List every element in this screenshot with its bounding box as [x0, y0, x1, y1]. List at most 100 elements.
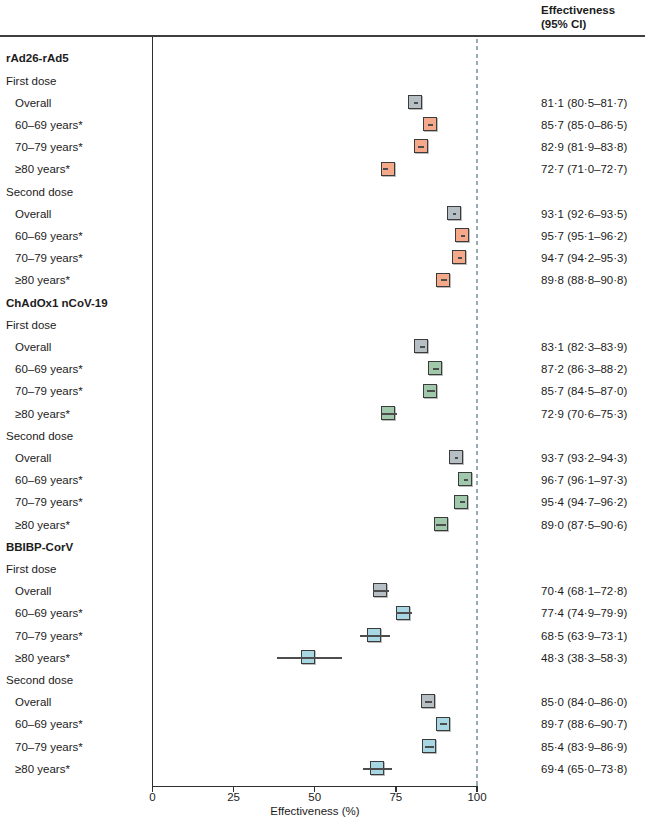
ci-line — [425, 746, 435, 748]
effectiveness-value: 85·0 (84·0–86·0) — [541, 691, 627, 713]
row-label: 70–79 years* — [15, 380, 83, 402]
row-label: rAd26-rAd5 — [6, 47, 69, 69]
group-row: ChAdOx1 nCoV-19 — [0, 292, 645, 314]
row-label: Second dose — [6, 669, 73, 691]
data-row: Overall 83·1 (82·3–83·9) — [0, 336, 645, 358]
ci-line — [440, 723, 447, 725]
effectiveness-value: 85·7 (85·0–86·5) — [541, 114, 627, 136]
ci-line — [455, 457, 459, 459]
data-row: 70–79 years* 85·7 (84·5–87·0) — [0, 380, 645, 402]
row-label: 70–79 years* — [15, 625, 83, 647]
column-header-effectiveness: Effectiveness — [541, 3, 615, 17]
effectiveness-value: 89·7 (88·6–90·7) — [541, 713, 627, 735]
effectiveness-value: 77·4 (74·9–79·9) — [541, 602, 627, 624]
data-row: 60–69 years* 96·7 (96·1–97·3) — [0, 469, 645, 491]
dose-row: Second dose — [0, 181, 645, 203]
row-label: ChAdOx1 nCoV-19 — [6, 292, 108, 314]
dose-row: First dose — [0, 314, 645, 336]
row-label: ≥80 years* — [15, 269, 70, 291]
row-label: Overall — [15, 203, 51, 225]
x-tick-label: 100 — [455, 791, 499, 803]
row-label: 70–79 years* — [15, 491, 83, 513]
effectiveness-value: 72·7 (71·0–72·7) — [541, 158, 627, 180]
dose-row: First dose — [0, 70, 645, 92]
ci-line — [460, 501, 465, 503]
row-label: First dose — [6, 70, 57, 92]
effectiveness-value: 85·7 (84·5–87·0) — [541, 380, 627, 402]
effectiveness-value: 48·3 (38·3–58·3) — [541, 647, 627, 669]
x-tick-label: 75 — [374, 791, 418, 803]
ci-line — [427, 390, 435, 392]
dose-row: First dose — [0, 558, 645, 580]
row-label: 60–69 years* — [15, 469, 83, 491]
ci-line — [425, 701, 431, 703]
ci-line — [373, 590, 388, 592]
data-row: 60–69 years* 95·7 (95·1–96·2) — [0, 225, 645, 247]
row-label: 70–79 years* — [15, 247, 83, 269]
data-row: 70–79 years*85·4 (83·9–86·9) — [0, 736, 645, 758]
data-row: 60–69 years* 89·7 (88·6–90·7) — [0, 713, 645, 735]
effectiveness-value: 70·4 (68·1–72·8) — [541, 580, 627, 602]
effectiveness-value: 81·1 (80·5–81·7) — [541, 92, 627, 114]
ci-line — [382, 413, 397, 415]
data-row: 70–79 years*82·9 (81·9–83·8) — [0, 136, 645, 158]
effectiveness-value: 96·7 (96·1–97·3) — [541, 469, 627, 491]
row-label: BBIBP-CorV — [6, 536, 73, 558]
data-row: Overall93·7 (93·2–94·3) — [0, 447, 645, 469]
row-label: 70–79 years* — [15, 136, 83, 158]
row-label: 60–69 years* — [15, 602, 83, 624]
data-row: Overall 85·0 (84·0–86·0) — [0, 691, 645, 713]
effectiveness-value: 93·1 (92·6–93·5) — [541, 203, 627, 225]
row-label: 60–69 years* — [15, 114, 83, 136]
top-rule — [0, 35, 645, 37]
row-label: Overall — [15, 92, 51, 114]
x-tick-label: 50 — [293, 791, 337, 803]
row-label: Second dose — [6, 181, 73, 203]
row-label: 60–69 years* — [15, 358, 83, 380]
group-row: BBIBP-CorV — [0, 536, 645, 558]
row-label: First dose — [6, 558, 57, 580]
effectiveness-value: 83·1 (82·3–83·9) — [541, 336, 627, 358]
row-label: Overall — [15, 580, 51, 602]
x-axis-title: Effectiveness (%) — [152, 805, 478, 817]
row-label: ≥80 years* — [15, 403, 70, 425]
ci-line — [360, 635, 390, 637]
data-row: 60–69 years* 85·7 (85·0–86·5) — [0, 114, 645, 136]
effectiveness-value: 72·9 (70·6–75·3) — [541, 403, 627, 425]
ci-line — [420, 346, 425, 348]
row-label: ≥80 years* — [15, 158, 70, 180]
data-row: 60–69 years* 77·4 (74·9–79·9) — [0, 602, 645, 624]
row-label: Overall — [15, 691, 51, 713]
effectiveness-value: 94·7 (94·2–95·3) — [541, 247, 627, 269]
x-tick-label: 0 — [131, 791, 175, 803]
data-row: ≥80 years*69·4 (65·0–73·8) — [0, 758, 645, 780]
data-row: Overall 81·1 (80·5–81·7) — [0, 92, 645, 114]
ci-line — [428, 124, 433, 126]
data-row: ≥80 years*89·0 (87·5–90·6) — [0, 514, 645, 536]
effectiveness-value: 69·4 (65·0–73·8) — [541, 758, 627, 780]
row-label: 60–69 years* — [15, 225, 83, 247]
ci-line — [383, 168, 389, 170]
row-label: First dose — [6, 314, 57, 336]
row-label: ≥80 years* — [15, 647, 70, 669]
ci-line — [433, 368, 439, 370]
data-row: ≥80 years* 48·3 (38·3–58·3) — [0, 647, 645, 669]
dose-row: Second dose — [0, 669, 645, 691]
row-label: Overall — [15, 447, 51, 469]
dose-row: Second dose — [0, 425, 645, 447]
row-label: Second dose — [6, 425, 73, 447]
effectiveness-value: 89·8 (88·8–90·8) — [541, 269, 627, 291]
row-label: 60–69 years* — [15, 713, 83, 735]
effectiveness-value: 85·4 (83·9–86·9) — [541, 736, 627, 758]
column-header-ci: (95% CI) — [541, 17, 586, 31]
data-row: ≥80 years* 72·9 (70·6–75·3) — [0, 403, 645, 425]
data-row: Overall 93·1 (92·6–93·5) — [0, 203, 645, 225]
data-row: 70–79 years* 94·7 (94·2–95·3) — [0, 247, 645, 269]
effectiveness-value: 95·7 (95·1–96·2) — [541, 225, 627, 247]
ci-line — [464, 479, 468, 481]
ci-line — [453, 213, 456, 215]
effectiveness-value: 87·2 (86·3–88·2) — [541, 358, 627, 380]
ci-line — [396, 612, 412, 614]
row-label: Overall — [15, 336, 51, 358]
ci-line — [461, 235, 465, 237]
